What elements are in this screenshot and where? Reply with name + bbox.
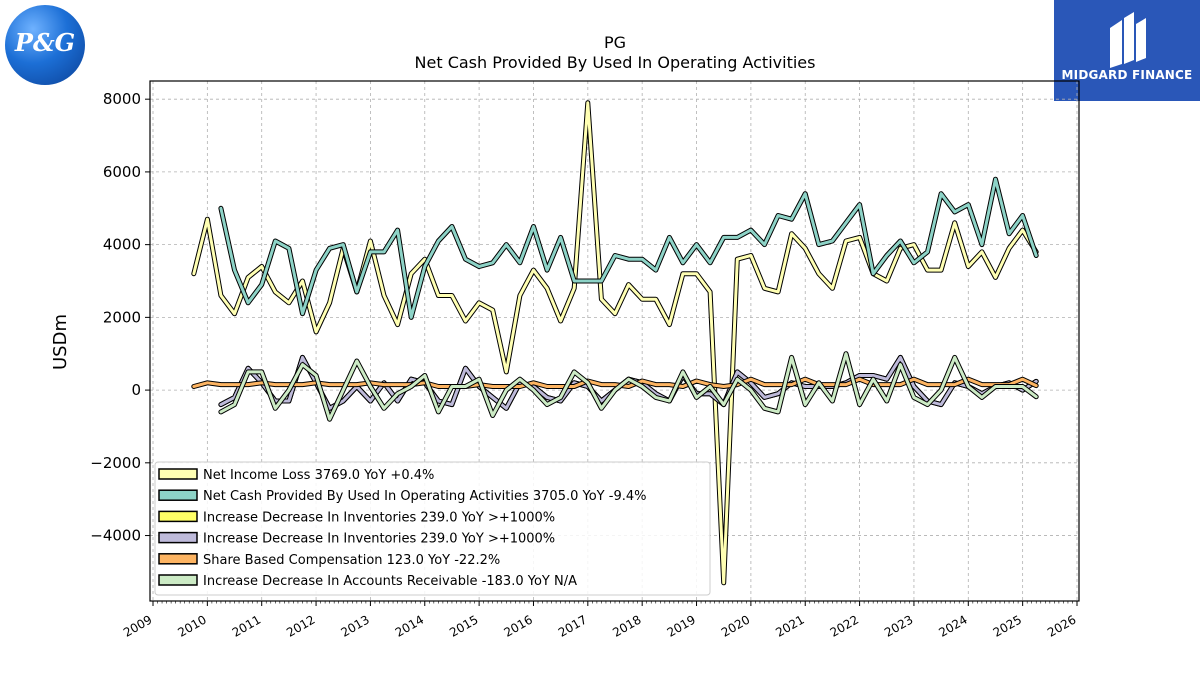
x-tick-label: 2015	[447, 612, 480, 639]
series-line-5	[192, 377, 1038, 388]
y-tick-label: −2000	[90, 454, 141, 472]
midgard-finance-logo: MIDGARD FINANCE	[1054, 0, 1200, 101]
legend: Net Income Loss 3769.0 YoY +0.4% Net Cash…	[154, 461, 711, 596]
legend-swatch	[158, 574, 198, 586]
series-layer	[191, 100, 1039, 586]
x-tick-label: 2019	[665, 612, 698, 639]
x-tick-label: 2018	[610, 612, 643, 639]
legend-label: Increase Decrease In Accounts Receivable…	[203, 574, 577, 589]
y-tick-label: 2000	[103, 308, 141, 326]
legend-label: Net Cash Provided By Used In Operating A…	[203, 489, 646, 504]
midgard-logo-text: MIDGARD FINANCE	[1061, 68, 1193, 82]
x-tick-label: 2011	[230, 612, 263, 639]
legend-label: Increase Decrease In Inventories 239.0 Y…	[203, 532, 555, 547]
x-tick-label: 2016	[502, 612, 535, 639]
y-tick-label: −4000	[90, 527, 141, 545]
x-tick-label: 2012	[284, 612, 317, 639]
legend-swatch	[158, 531, 198, 544]
series-line-2	[219, 177, 1038, 319]
series-line-6	[219, 352, 1038, 421]
y-tick-label: 4000	[103, 236, 141, 254]
legend-box	[154, 461, 711, 596]
legend-swatch	[158, 468, 198, 480]
y-tick-label: 0	[131, 381, 141, 399]
x-tick-label: 2023	[882, 612, 915, 639]
x-tick-label: 2020	[719, 612, 752, 639]
legend-label: Net Income Loss 3769.0 YoY +0.4%	[203, 468, 434, 483]
series-line-1	[192, 101, 1038, 585]
legend-swatch	[158, 553, 198, 565]
pg-logo-text: P&G	[14, 28, 76, 57]
legend-swatch	[158, 489, 198, 501]
x-tick-label: 2021	[773, 612, 806, 639]
midgard-mark-icon	[1110, 12, 1146, 68]
x-tick-label: 2024	[936, 612, 969, 639]
x-tick-label: 2022	[828, 612, 861, 639]
x-tick-label: 2009	[121, 612, 154, 639]
x-tick-label: 2026	[1045, 612, 1078, 639]
legend-label: Increase Decrease In Inventories 239.0 Y…	[203, 510, 555, 525]
x-tick-label: 2010	[175, 612, 208, 639]
y-tick-label: 6000	[103, 163, 141, 181]
y-tick-label: 8000	[103, 90, 141, 108]
chart-subtitle: Net Cash Provided By Used In Operating A…	[415, 53, 816, 72]
x-tick-label: 2013	[338, 612, 371, 639]
x-tick-label: 2025	[991, 612, 1024, 639]
pg-logo: P&G	[5, 5, 85, 85]
legend-label: Share Based Compensation 123.0 YoY -22.2…	[203, 553, 500, 568]
x-tick-label: 2017	[556, 612, 589, 639]
plot-frame	[149, 80, 1080, 602]
x-tick-label: 2014	[393, 612, 426, 639]
y-axis-label: USDm	[50, 314, 71, 370]
chart-title: PG	[604, 33, 626, 52]
legend-swatch	[158, 510, 198, 523]
